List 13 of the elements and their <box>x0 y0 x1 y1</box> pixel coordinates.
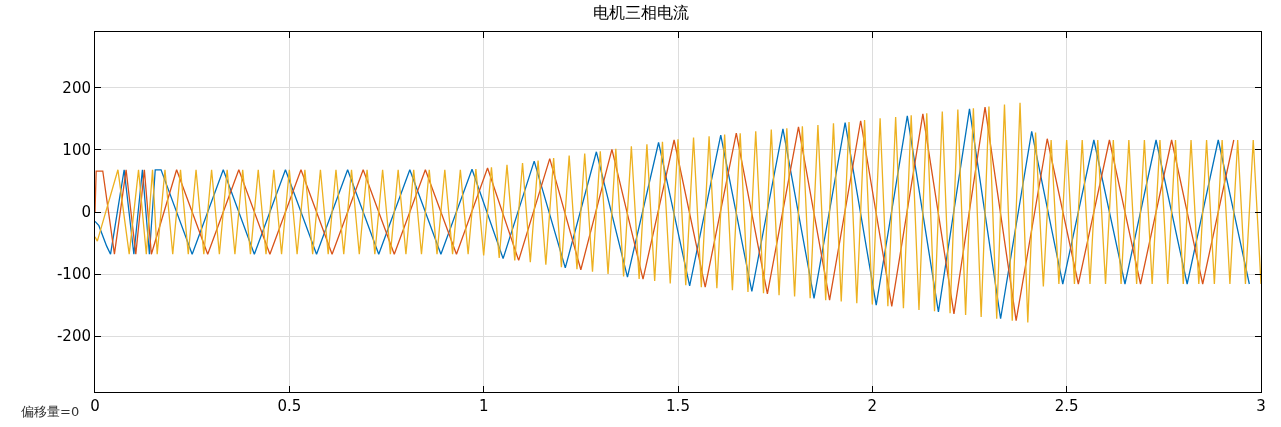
y-tick-label: 200 <box>62 79 91 98</box>
y-tick-label: -200 <box>56 327 91 346</box>
x-tick-label: 2.5 <box>1054 397 1079 415</box>
x-tick-label: 0.5 <box>277 397 302 415</box>
chart-title: 电机三相电流 <box>592 2 689 22</box>
y-tick-label: 0 <box>81 203 91 222</box>
y-tick-label: -100 <box>56 265 91 284</box>
x-tick-label: 2 <box>867 397 878 415</box>
text: 偏移量=0 <box>21 404 80 419</box>
x-tick-label: 1.5 <box>666 397 690 415</box>
x-tick-label: 1 <box>478 397 489 415</box>
y-tick-label: 100 <box>62 141 91 160</box>
x-tick-label: 3 <box>1256 397 1266 415</box>
